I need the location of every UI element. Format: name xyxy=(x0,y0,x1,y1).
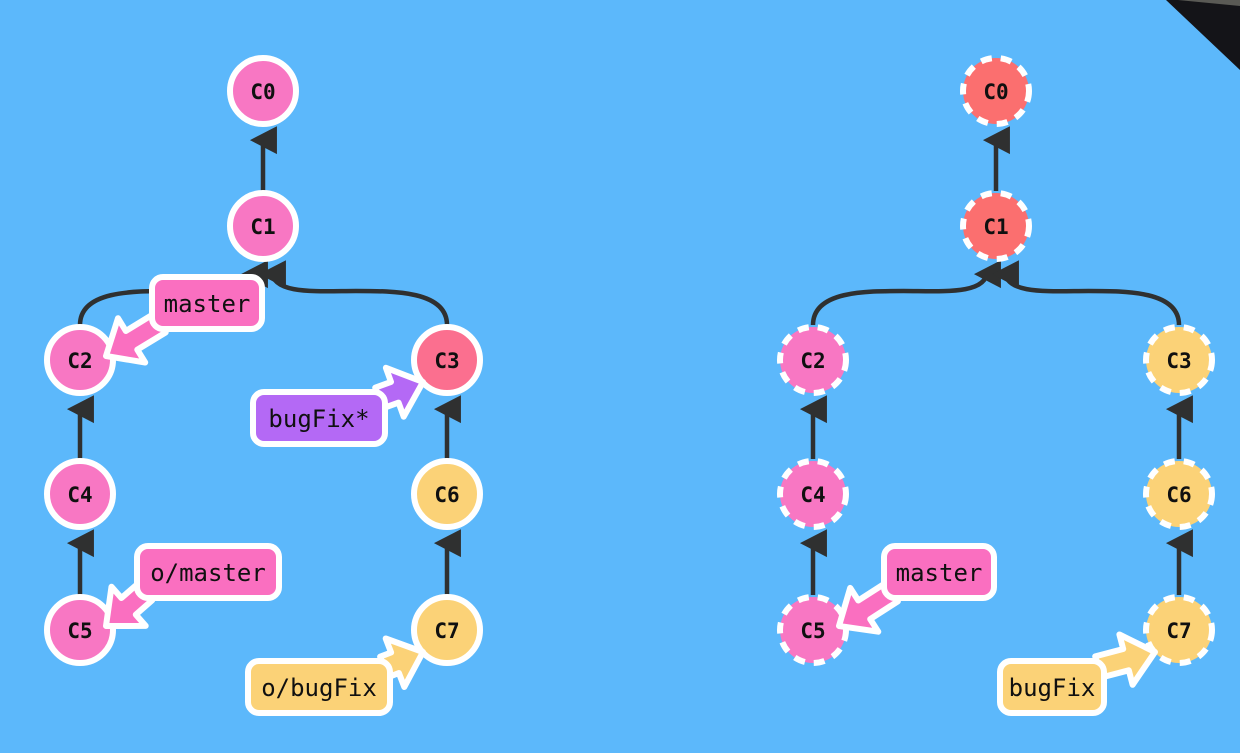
edge-C2-to-C1 xyxy=(810,260,1001,326)
commit-node-c3[interactable]: C3 xyxy=(1143,324,1215,396)
ref-arrow-icon xyxy=(1092,631,1158,688)
commit-circle[interactable] xyxy=(411,594,483,666)
commit-node-c5[interactable]: C5 xyxy=(777,594,849,666)
ref-bugfix[interactable]: bugFix xyxy=(997,631,1158,716)
commit-node-c2[interactable]: C2 xyxy=(44,324,116,396)
commit-node-c1[interactable]: C1 xyxy=(227,190,299,262)
commit-circle[interactable] xyxy=(411,458,483,530)
ref-arrow-icon xyxy=(103,310,169,366)
ref-box[interactable] xyxy=(149,274,265,332)
commit-node-c2[interactable]: C2 xyxy=(777,324,849,396)
commit-circle[interactable] xyxy=(960,190,1032,262)
commit-node-c0[interactable]: C0 xyxy=(960,55,1032,127)
commit-circle[interactable] xyxy=(44,458,116,530)
commit-circle[interactable] xyxy=(777,324,849,396)
ref-box[interactable] xyxy=(134,543,282,601)
commit-circle[interactable] xyxy=(960,55,1032,127)
commit-circle[interactable] xyxy=(1143,324,1215,396)
edge-C3-to-C1 xyxy=(991,260,1182,326)
commit-circle[interactable] xyxy=(227,190,299,262)
ref-master[interactable]: master xyxy=(103,274,265,366)
ref-o-master[interactable]: o/master xyxy=(103,543,282,629)
commit-circle[interactable] xyxy=(44,324,116,396)
ref-o-bugfix[interactable]: o/bugFix xyxy=(245,635,426,716)
commit-circle[interactable] xyxy=(1143,594,1215,666)
commit-node-c5[interactable]: C5 xyxy=(44,594,116,666)
commit-circle[interactable] xyxy=(777,458,849,530)
commit-circle[interactable] xyxy=(411,324,483,396)
ref-box[interactable] xyxy=(250,389,388,447)
commit-circle[interactable] xyxy=(44,594,116,666)
commit-node-c6[interactable]: C6 xyxy=(411,458,483,530)
ref-arrow-icon xyxy=(836,579,901,635)
commit-node-c6[interactable]: C6 xyxy=(1143,458,1215,530)
commit-node-c4[interactable]: C4 xyxy=(777,458,849,530)
commit-node-c1[interactable]: C1 xyxy=(960,190,1032,262)
commit-circle[interactable] xyxy=(1143,458,1215,530)
edges-layer xyxy=(66,126,1193,595)
commit-node-c4[interactable]: C4 xyxy=(44,458,116,530)
ref-box[interactable] xyxy=(245,658,393,716)
ref-bugfix[interactable]: bugFix* xyxy=(250,364,426,447)
ref-box[interactable] xyxy=(881,543,997,601)
edge-C3-to-C1 xyxy=(258,260,450,326)
commit-circle[interactable] xyxy=(227,55,299,127)
ref-master[interactable]: master xyxy=(836,543,997,635)
refs-layer: masterbugFix*o/mastero/bugFixmasterbugFi… xyxy=(103,274,1158,716)
commit-node-c0[interactable]: C0 xyxy=(227,55,299,127)
ref-box[interactable] xyxy=(997,658,1107,716)
commit-circle[interactable] xyxy=(777,594,849,666)
